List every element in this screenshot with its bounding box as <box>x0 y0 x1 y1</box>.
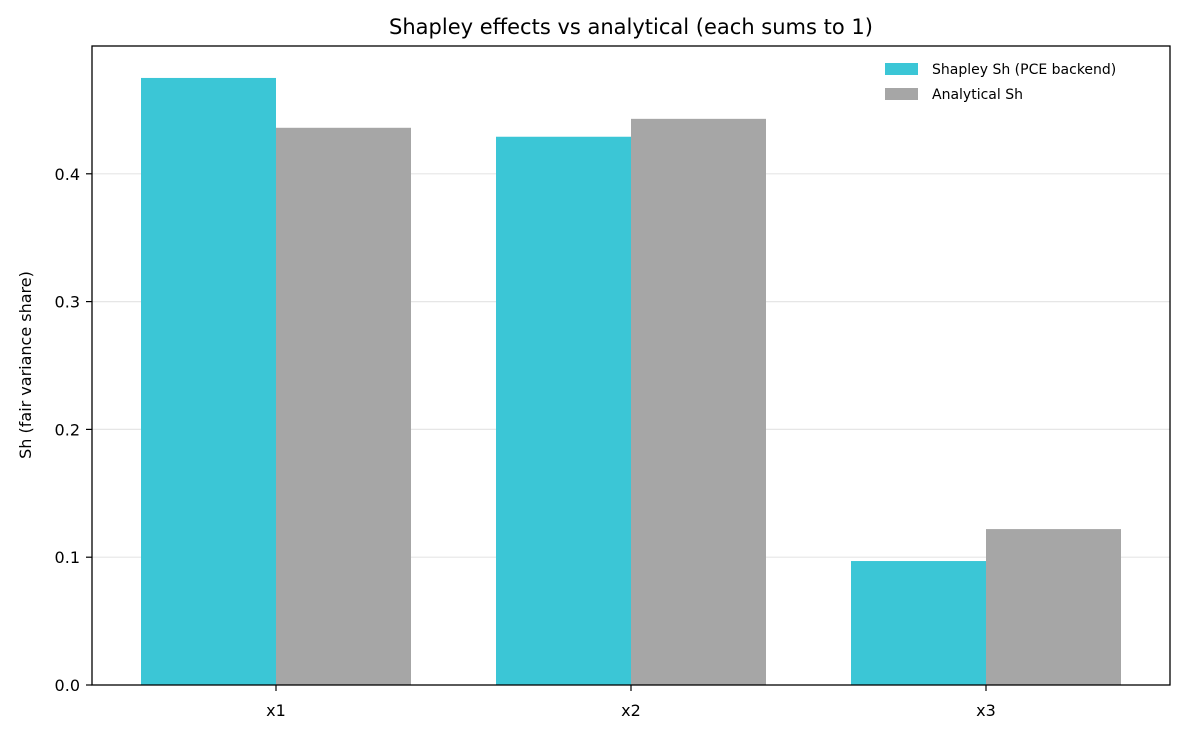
y-tick-label: 0.1 <box>55 548 80 567</box>
axis-ticks: 0.0 0.1 0.2 0.3 0.4 x1 x2 x3 <box>55 165 996 720</box>
bar-x2-series-2 <box>631 118 766 685</box>
legend-swatch <box>885 88 918 100</box>
x-tick-label: x1 <box>266 701 286 720</box>
bar-x1-series-1 <box>141 77 276 685</box>
y-tick-label: 0.0 <box>55 676 80 695</box>
legend-swatch <box>885 63 918 75</box>
legend-label: Shapley Sh (PCE backend) <box>932 62 1116 78</box>
x-tick-label: x2 <box>621 701 641 720</box>
y-axis-label: Sh (fair variance share) <box>16 271 35 459</box>
y-tick-label: 0.2 <box>55 420 80 439</box>
x-tick-label: x3 <box>976 701 996 720</box>
chart-title: Shapley effects vs analytical (each sums… <box>389 15 873 39</box>
bar-x3-series-1 <box>851 561 986 685</box>
bar-x3-series-2 <box>986 529 1121 685</box>
bars <box>141 77 1121 686</box>
bar-x2-series-1 <box>496 136 631 685</box>
bar-x1-series-2 <box>276 127 411 686</box>
legend-label: Analytical Sh <box>932 87 1023 103</box>
legend: Shapley Sh (PCE backend) Analytical Sh <box>885 62 1116 103</box>
y-tick-label: 0.3 <box>55 293 80 312</box>
y-tick-label: 0.4 <box>55 165 80 184</box>
